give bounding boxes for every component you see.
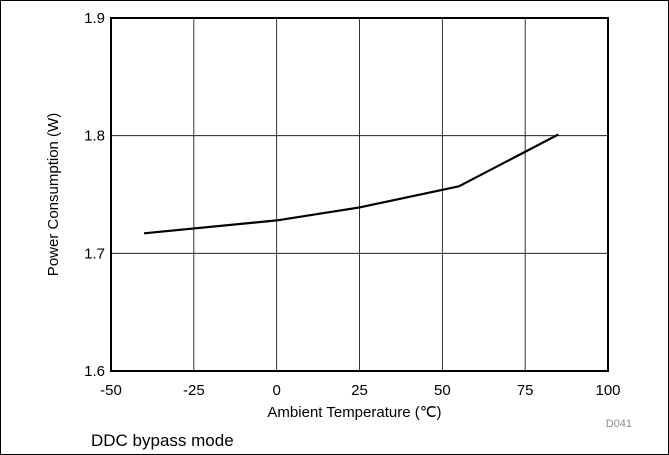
y-tick-label: 1.7 [84,245,105,262]
grid [111,18,608,371]
x-tick-label: -25 [183,382,205,399]
x-axis-label: Ambient Temperature (℃) [267,404,441,421]
x-tick-label: -50 [100,382,122,399]
y-tick-label: 1.9 [84,10,105,27]
x-tick-label: 75 [517,382,534,399]
series-layer [143,133,559,235]
x-tick-label: 25 [351,382,368,399]
x-tick-label: 100 [595,382,620,399]
y-tick-label: 1.8 [84,128,105,145]
y-tick-label: 1.6 [84,363,105,380]
x-tick-label: 0 [272,382,280,399]
figure-caption: DDC bypass mode [91,431,234,450]
figure-reference-code: D041 [606,418,632,430]
plot-area-border [110,17,609,372]
x-tick-labels: -50 -25 0 25 50 75 100 [100,382,620,399]
power-consumption-line [143,133,559,235]
y-axis-label: Power Consumption (W) [45,113,62,276]
x-tick-label: 50 [434,382,451,399]
y-tick-labels: 1.6 1.7 1.8 1.9 [84,10,105,380]
